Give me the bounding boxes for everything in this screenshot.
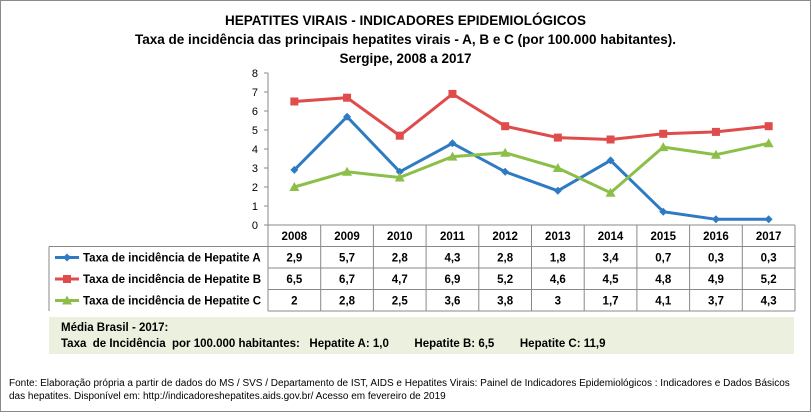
table-cell-value: 4,7 xyxy=(392,274,408,286)
x-category-label: 2013 xyxy=(545,231,571,243)
note-line-1: Média Brasil - 2017: xyxy=(61,322,169,334)
data-point-a xyxy=(343,112,352,121)
data-point-b xyxy=(711,127,720,136)
x-category-label: 2011 xyxy=(440,231,466,243)
series-line-1 xyxy=(294,92,769,142)
table-cell-value: 4,3 xyxy=(761,296,777,308)
y-tick-label: 7 xyxy=(252,87,258,99)
x-category-label: 2008 xyxy=(282,231,308,243)
data-point-b xyxy=(659,129,668,138)
source-text: Fonte: Elaboração própria a partir de da… xyxy=(9,378,790,402)
brazil-average-note: Média Brasil - 2017: Taxa de Incidência … xyxy=(49,317,794,354)
table-cell-value: 6,9 xyxy=(444,274,460,286)
y-tick-label: 3 xyxy=(252,163,258,175)
table-cell-value: 2,8 xyxy=(497,253,514,265)
table-cell-value: 6,7 xyxy=(339,274,355,286)
x-category-label: 2010 xyxy=(387,231,413,243)
data-point-b xyxy=(553,133,562,142)
chart-title: HEPATITES VIRAIS - INDICADORES EPIDEMIOL… xyxy=(224,13,587,28)
x-category-label: 2017 xyxy=(756,231,782,243)
table-cell-value: 6,5 xyxy=(286,274,303,286)
table-cell-value: 4,3 xyxy=(444,253,460,265)
table-cell-value: 5,2 xyxy=(761,274,777,286)
x-category-label: 2012 xyxy=(492,231,518,243)
data-point-b xyxy=(501,122,510,131)
table-cell-value: 3 xyxy=(555,296,561,308)
table-cell-value: 0,3 xyxy=(708,253,724,265)
data-point-c xyxy=(658,142,669,152)
data-point-a xyxy=(606,156,615,165)
series-line-0 xyxy=(293,114,769,221)
data-point-b xyxy=(63,275,71,283)
data-point-b xyxy=(395,131,404,140)
data-point-a xyxy=(711,215,720,224)
data-point-c xyxy=(763,138,774,148)
table-cell-value: 5,2 xyxy=(497,274,513,286)
x-category-label: 2016 xyxy=(703,231,729,243)
table-cell-value: 3,8 xyxy=(497,296,514,308)
data-point-a xyxy=(395,167,404,176)
table-cell-value: 1,7 xyxy=(603,296,619,308)
table-cell-value: 4,6 xyxy=(550,274,566,286)
data-point-a xyxy=(501,167,510,176)
data-point-c xyxy=(62,295,72,305)
y-tick-label: 1 xyxy=(252,201,258,213)
data-point-b xyxy=(606,135,615,144)
data-point-c xyxy=(342,166,353,176)
table-cell-value: 5,7 xyxy=(339,253,355,265)
table-cell-value: 0,7 xyxy=(655,253,671,265)
table-cell-value: 2,8 xyxy=(339,296,356,308)
data-point-c xyxy=(552,163,563,172)
data-point-b xyxy=(764,122,773,131)
data-point-a xyxy=(659,207,668,216)
table-cell-value: 2 xyxy=(291,296,297,308)
x-category-label: 2015 xyxy=(650,231,676,243)
data-point-b xyxy=(343,93,352,102)
legend-label: Taxa de incidência de Hepatite C xyxy=(83,296,261,308)
data-point-a xyxy=(63,253,71,262)
series-line-2 xyxy=(293,141,769,195)
table-cell-value: 3,6 xyxy=(444,296,460,308)
data-point-c xyxy=(289,182,300,191)
table-cell-value: 1,8 xyxy=(550,253,567,265)
data-point-c xyxy=(710,149,721,159)
data-point-a xyxy=(553,186,562,195)
table-cell-value: 4,8 xyxy=(655,274,672,286)
table-cell-value: 4,1 xyxy=(655,296,672,308)
y-tick-label: 8 xyxy=(252,68,258,80)
data-point-a xyxy=(448,139,457,148)
data-point-b xyxy=(448,89,457,98)
table-cell-value: 3,7 xyxy=(708,296,724,308)
chart-subtitle: Taxa de incidência das principais hepati… xyxy=(135,32,676,47)
table-cell-value: 4,5 xyxy=(603,274,620,286)
table-cell-value: 2,9 xyxy=(286,253,302,265)
table-cell-value: 2,8 xyxy=(392,253,409,265)
table-cell-value: 4,9 xyxy=(708,274,724,286)
table-cell-value: 3,4 xyxy=(603,253,620,265)
y-tick-label: 4 xyxy=(252,144,258,156)
chart-subtitle-2: Sergipe, 2008 a 2017 xyxy=(339,51,472,66)
note-line-2: Taxa de Incidência por 100.000 habitante… xyxy=(61,338,606,350)
data-point-c xyxy=(500,147,511,157)
table-cell-value: 2,5 xyxy=(392,296,409,308)
line-chart: 0 1 2 3 4 5 6 7 8 2008 2009 2010 2011 2012 2013 2014 201… xyxy=(48,68,796,312)
y-tick-label: 5 xyxy=(252,125,258,137)
table-cell-value: 0,3 xyxy=(761,253,777,265)
y-tick-label: 2 xyxy=(252,182,258,194)
data-point-a xyxy=(764,215,773,224)
data-point-c xyxy=(447,151,458,161)
legend-label: Taxa de incidência de Hepatite B xyxy=(83,274,261,286)
data-point-c xyxy=(605,187,616,197)
data-point-c xyxy=(394,172,405,182)
legend-label: Taxa de incidência de Hepatite A xyxy=(83,253,261,265)
y-tick-label: 0 xyxy=(252,220,258,232)
x-category-label: 2014 xyxy=(598,231,624,243)
data-point-a xyxy=(290,165,299,174)
data-point-b xyxy=(290,97,299,106)
y-tick-label: 6 xyxy=(252,106,258,118)
x-category-label: 2009 xyxy=(334,231,360,243)
